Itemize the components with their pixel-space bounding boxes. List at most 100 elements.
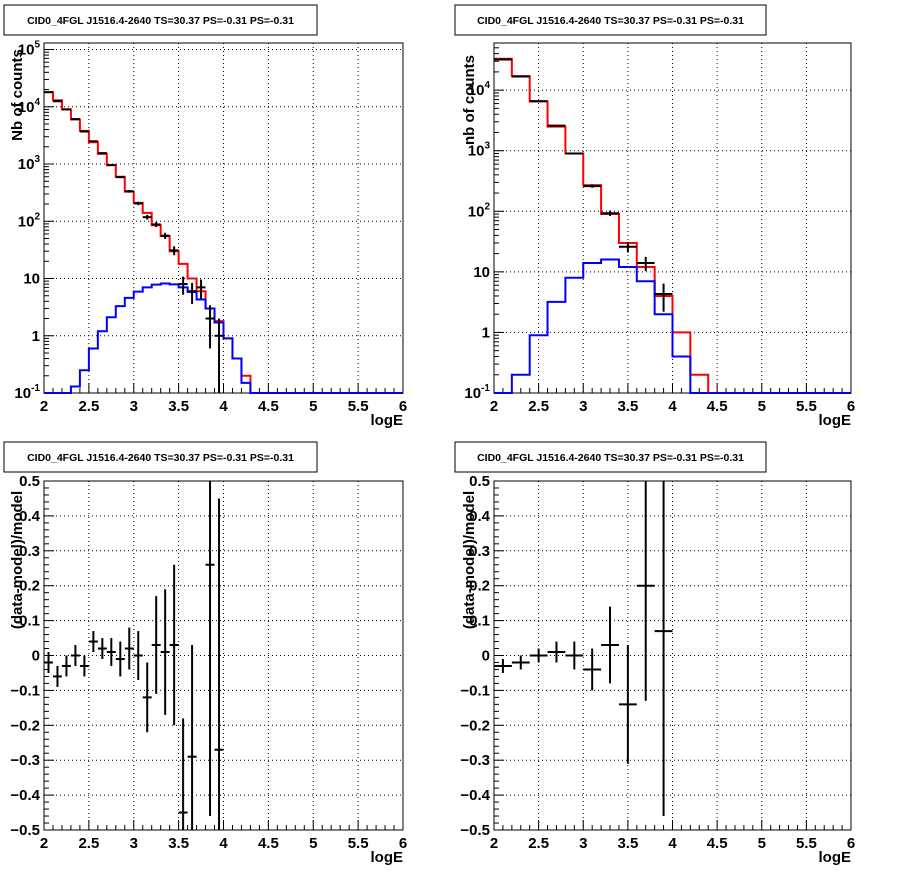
y-tick-label: −0.4	[10, 787, 40, 804]
x-tick-label: 4	[219, 835, 228, 852]
data-point	[205, 481, 215, 817]
plot-panel-3: 2 2.5 3 3.5 4 4.5 5 5.5 6logE−0.5−0.4−0.3−0.2−0.…	[3, 441, 407, 866]
x-tick-label: 5.5	[796, 835, 817, 852]
title-box	[454, 441, 767, 473]
x-tick-label: 3.5	[168, 835, 189, 852]
plot-title: CID0_4FGL J1516.4-2640 TS=30.37 PS=-0.31…	[27, 452, 294, 464]
data-point	[61, 655, 71, 677]
data-point	[115, 641, 125, 677]
y-axis: −0.5 −0.4 −0.3 −0.2 −0.1 0 0.1 0.2 0.3 0.4 0.5	[10, 473, 54, 839]
y-axis: −0.5 −0.4 −0.3 −0.2 −0.1 0 0.1 0.2 0.3 0.4 0.5	[460, 473, 504, 839]
data-point	[187, 282, 197, 304]
data-point	[636, 256, 655, 272]
data-point	[583, 648, 602, 691]
plot-title: CID0_4FGL J1516.4-2640 TS=30.37 PS=-0.31…	[477, 452, 744, 464]
y-tick-label: 0.3	[19, 543, 40, 560]
data-point	[160, 589, 170, 715]
x-tick-label: 5	[758, 835, 766, 852]
x-tick-label: 5	[309, 835, 317, 852]
x-tick-label: 4	[668, 835, 677, 852]
y-tick-label: −0.1	[460, 682, 490, 699]
x-tick-label: 5.5	[796, 398, 817, 415]
x-axis: 2 2.5 3 3.5 4 4.5 5 5.5 6	[40, 383, 407, 415]
x-tick-label: 3	[130, 835, 138, 852]
y-tick-label: 102	[468, 201, 491, 220]
x-tick-label: 2.5	[528, 835, 549, 852]
x-axis: 2 2.5 3 3.5 4 4.5 5 5.5 6	[490, 820, 855, 852]
data-point	[529, 100, 548, 103]
x-tick-label: 6	[399, 398, 407, 415]
x-tick-label: 4.5	[258, 835, 279, 852]
x-tick-label: 3	[130, 398, 138, 415]
x-tick-label: 3	[579, 398, 587, 415]
plot-title: CID0_4FGL J1516.4-2640 TS=30.37 PS=-0.31…	[27, 15, 294, 27]
x-tick-label: 5.5	[348, 835, 369, 852]
data-point	[565, 641, 584, 670]
y-tick-label: 104	[18, 97, 41, 116]
x-tick-label: 4	[668, 398, 677, 415]
x-tick-label: 2.5	[528, 398, 549, 415]
data-point	[151, 222, 161, 228]
data-point	[97, 638, 107, 659]
y-tick-label: 0.5	[19, 473, 40, 490]
x-axis-title: logE	[371, 412, 404, 429]
data-point	[169, 564, 179, 726]
data-point	[88, 631, 98, 653]
data-point	[124, 627, 134, 670]
x-tick-label: 5.5	[348, 398, 369, 415]
x-tick-label: 4.5	[258, 398, 279, 415]
y-tick-label: 104	[468, 80, 491, 99]
y-axis-title: nb of counts	[461, 55, 478, 145]
y-tick-label: 0.1	[19, 613, 40, 630]
y-tick-label: 0.2	[19, 578, 40, 595]
x-tick-label: 5	[309, 398, 317, 415]
data-point	[70, 118, 80, 121]
data-point	[160, 232, 170, 239]
data-point	[44, 652, 53, 673]
data-point	[178, 276, 188, 295]
histogram-series-2	[494, 258, 851, 394]
data-point	[133, 201, 143, 206]
y-axis: 10-1 1 10 102 103 104 105	[14, 40, 54, 402]
data-point	[52, 665, 62, 687]
x-tick-label: 2.5	[78, 835, 99, 852]
plot-data	[494, 57, 851, 394]
y-tick-label: −0.5	[460, 822, 490, 839]
y-tick-label: −0.3	[460, 752, 490, 769]
x-tick-label: 4	[219, 398, 228, 415]
data-point	[70, 645, 80, 666]
x-tick-label: 2	[490, 398, 498, 415]
x-axis-title: logE	[371, 849, 404, 866]
y-tick-label: −0.1	[10, 682, 40, 699]
data-point	[178, 718, 188, 830]
data-point	[601, 606, 619, 684]
x-tick-label: 5	[758, 398, 766, 415]
data-point	[547, 641, 566, 663]
y-tick-label: 0	[482, 648, 490, 665]
y-tick-label: 103	[18, 154, 41, 173]
title-box	[3, 4, 318, 36]
data-point	[583, 184, 602, 188]
data-point	[654, 283, 673, 312]
y-tick-label: 0.1	[469, 613, 490, 630]
x-tick-label: 3.5	[617, 835, 638, 852]
data-point	[214, 498, 224, 830]
y-tick-label: −0.4	[460, 787, 490, 804]
y-tick-label: 103	[468, 141, 491, 160]
x-tick-label: 6	[399, 835, 407, 852]
y-tick-label: 0.4	[469, 508, 491, 525]
data-point	[494, 658, 512, 673]
data-point	[565, 152, 584, 155]
y-tick-label: 0.2	[469, 578, 490, 595]
y-axis-title: Nb of counts	[9, 49, 26, 141]
y-tick-label: 10-1	[14, 383, 40, 402]
data-point	[142, 214, 152, 220]
data-point	[79, 130, 89, 133]
x-axis-title: logE	[819, 412, 852, 429]
x-axis: 2 2.5 3 3.5 4 4.5 5 5.5 6	[40, 820, 407, 852]
y-axis-title: (data-model)/model	[461, 491, 478, 629]
data-point	[142, 662, 152, 733]
